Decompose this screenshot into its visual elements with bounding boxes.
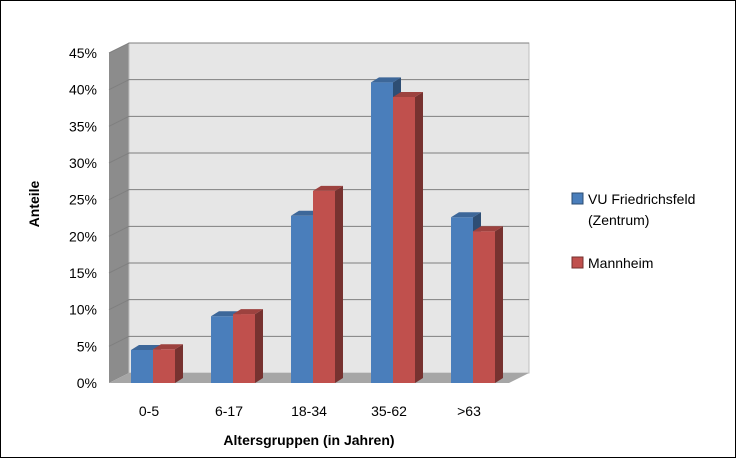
side-wall <box>109 43 129 383</box>
y-tick-label: 20% <box>69 228 97 244</box>
bar <box>393 92 423 383</box>
bar-top <box>131 345 161 350</box>
bar-front <box>211 316 233 383</box>
legend-label: (Zentrum) <box>588 212 649 228</box>
bar-front <box>473 231 495 383</box>
bar <box>473 226 503 383</box>
bar-top <box>473 226 503 232</box>
bar-front <box>313 190 335 383</box>
legend-label: Mannheim <box>588 255 653 271</box>
legend-swatch <box>571 192 584 205</box>
x-tick-label: 0-5 <box>139 403 159 419</box>
bar-side <box>335 185 343 383</box>
bar-side <box>255 309 263 383</box>
gridline <box>108 42 529 54</box>
bar-side <box>415 92 423 383</box>
bar-top <box>371 77 401 83</box>
x-tick-label: 6-17 <box>215 403 243 419</box>
bars <box>131 77 503 383</box>
y-tick-label: 15% <box>69 265 97 281</box>
bar-front <box>153 349 175 383</box>
bar-side <box>495 226 503 383</box>
y-tick-label: 10% <box>69 302 97 318</box>
x-tick-label: 18-34 <box>291 403 327 419</box>
y-tick-label: 5% <box>77 338 97 354</box>
bar-top <box>451 212 481 218</box>
bar-top <box>153 344 183 350</box>
bar-top <box>393 92 423 97</box>
bar <box>233 309 263 383</box>
y-tick-label: 0% <box>77 375 97 391</box>
y-tick-label: 30% <box>69 155 97 171</box>
x-tick-label: 35-62 <box>371 403 407 419</box>
y-axis-title: Anteile <box>26 180 42 227</box>
bar-front <box>233 314 255 383</box>
bar-front <box>371 82 393 383</box>
x-tick-label: >63 <box>457 403 481 419</box>
legend-label: VU Friedrichsfeld <box>588 191 695 207</box>
bar-top <box>313 185 343 191</box>
bar <box>153 344 183 383</box>
bar-front <box>131 350 153 383</box>
x-axis-title: Altersgruppen (in Jahren) <box>223 432 394 448</box>
legend-swatch <box>571 256 584 269</box>
bar-front <box>291 215 313 383</box>
bar-side <box>175 344 183 383</box>
legend: VU Friedrichsfeld (Zentrum) Mannheim <box>571 191 695 271</box>
bar-front <box>393 97 415 383</box>
bar-front <box>451 217 473 383</box>
y-tick-label: 45% <box>69 45 97 61</box>
bar-top <box>233 309 263 315</box>
bar <box>313 185 343 383</box>
y-tick-label: 35% <box>69 118 97 134</box>
y-tick-labels: 0% 5% 10% 15% 20% 25% 30% 35% 40% 45% <box>69 45 97 391</box>
x-tick-labels: 0-5 6-17 18-34 35-62 >63 <box>139 403 481 419</box>
y-tick-label: 25% <box>69 192 97 208</box>
y-tick-label: 40% <box>69 82 97 98</box>
